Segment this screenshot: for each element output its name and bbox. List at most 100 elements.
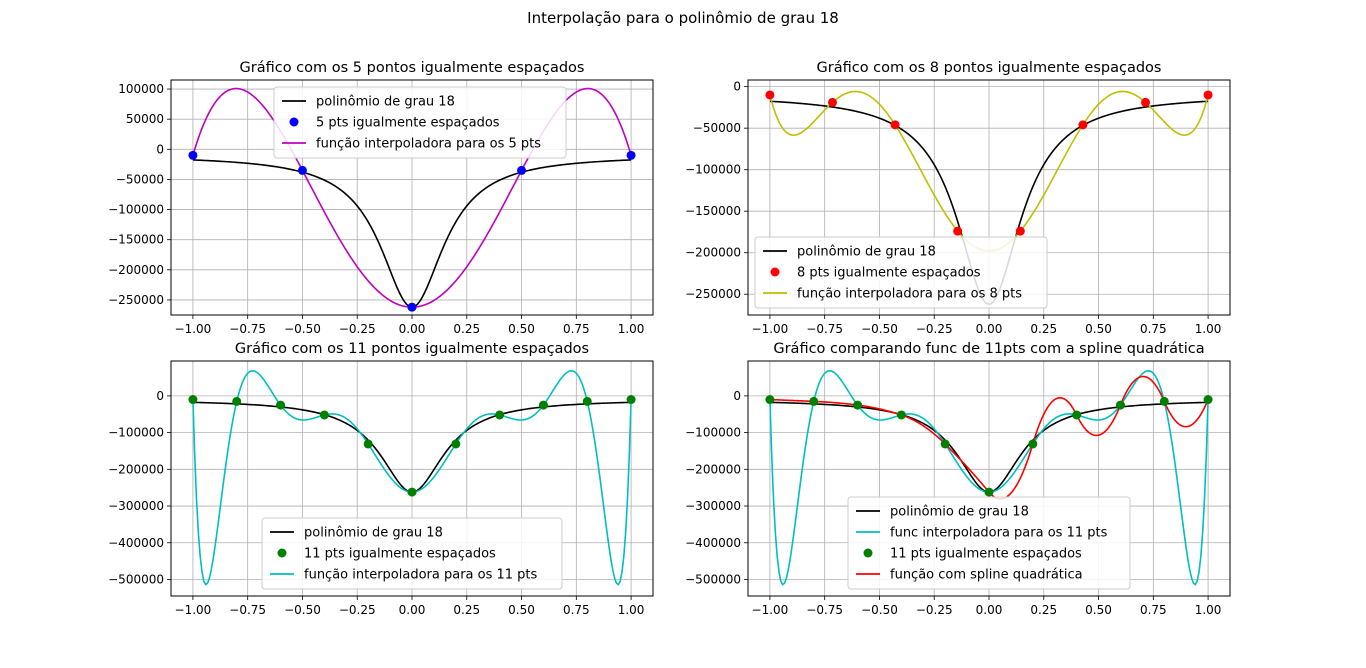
x-tick-label: 0.25 — [1030, 603, 1057, 617]
subplot-title: Gráfico com os 5 pontos igualmente espaç… — [240, 60, 585, 76]
x-tick-label: 0.25 — [453, 603, 480, 617]
y-tick-label: −300000 — [108, 499, 164, 513]
legend-frame — [261, 517, 563, 590]
y-tick-label: −300000 — [685, 499, 741, 513]
x-tick-label: 0.00 — [976, 603, 1003, 617]
data-point — [626, 150, 636, 160]
legend-label: polinômio de grau 18 — [304, 526, 443, 541]
data-point — [853, 400, 863, 410]
x-tick-label: −0.50 — [284, 603, 321, 617]
data-point — [538, 400, 548, 410]
axes-frame — [170, 360, 654, 597]
x-tick-label: −0.75 — [806, 322, 843, 336]
data-point — [765, 395, 775, 405]
x-tick-label: 0.50 — [1085, 322, 1112, 336]
data-point — [188, 150, 198, 160]
x-tick-label: −1.00 — [752, 603, 789, 617]
x-tick-label: −0.75 — [229, 322, 266, 336]
data-point — [297, 165, 307, 175]
data-point — [495, 410, 505, 420]
y-tick-label: 0 — [156, 389, 164, 403]
x-tick-label: −0.75 — [806, 603, 843, 617]
data-point — [232, 396, 242, 406]
axes-frame — [747, 360, 1231, 597]
x-tick-label: 0.50 — [508, 603, 535, 617]
data-point — [582, 396, 592, 406]
legend-label: func interpoladora para os 11 pts — [890, 526, 1108, 541]
y-tick-label: 0 — [733, 80, 741, 94]
x-tick-label: 1.00 — [1195, 322, 1222, 336]
x-tick-label: 1.00 — [618, 603, 645, 617]
x-tick-label: −0.50 — [861, 603, 898, 617]
y-tick-label: −200000 — [108, 263, 164, 277]
x-tick-label: −1.00 — [175, 603, 212, 617]
legend-label: 8 pts igualmente espaçados — [797, 266, 981, 281]
x-tick-label: −0.25 — [339, 603, 376, 617]
legend-frame — [847, 496, 1131, 590]
y-tick-label: −200000 — [685, 246, 741, 260]
x-tick-label: −0.25 — [916, 603, 953, 617]
y-tick-label: −100000 — [108, 426, 164, 440]
data-point — [276, 400, 286, 410]
x-tick-label: −1.00 — [175, 322, 212, 336]
axes-frame — [170, 79, 654, 316]
legend-marker-swatch — [863, 548, 873, 558]
data-point — [517, 165, 527, 175]
data-point — [1159, 396, 1169, 406]
legend: polinômio de grau 18 5 pts igualmente esp… — [273, 86, 567, 159]
y-tick-label: −50000 — [116, 172, 164, 186]
y-tick-label: −100000 — [685, 163, 741, 177]
y-tick-label: −500000 — [685, 572, 741, 586]
legend-marker-swatch — [289, 117, 299, 127]
y-tick-label: −50000 — [693, 121, 741, 135]
data-point — [890, 120, 900, 130]
subplot-2: −1.00 −0.75 −0.50 −0.25 0.00 0.25 0.50 0.75 1.00… — [685, 60, 1231, 336]
y-tick-label: −150000 — [685, 204, 741, 218]
y-tick-label: −150000 — [108, 233, 164, 247]
data-point — [319, 410, 329, 420]
y-tick-label: −400000 — [108, 536, 164, 550]
x-tick-label: 1.00 — [618, 322, 645, 336]
legend: polinômio de grau 18 func interpoladora p… — [847, 496, 1131, 590]
data-point — [1203, 90, 1213, 100]
data-point — [1203, 395, 1213, 405]
y-tick-label: −100000 — [108, 203, 164, 217]
data-point — [1028, 439, 1038, 449]
data-point — [626, 395, 636, 405]
y-tick-label: 50000 — [126, 112, 164, 126]
x-tick-label: 0.25 — [1030, 322, 1057, 336]
y-tick-label: 0 — [733, 389, 741, 403]
x-tick-label: 0.00 — [399, 603, 426, 617]
legend-frame — [754, 236, 1048, 309]
legend-label: polinômio de grau 18 — [797, 245, 936, 260]
subplot-4: −1.00 −0.75 −0.50 −0.25 0.00 0.25 0.50 0.75 1.00… — [685, 341, 1231, 617]
plot-area — [765, 369, 1213, 586]
legend-marker-swatch — [277, 548, 287, 558]
data-point — [765, 90, 775, 100]
subplot-title: Gráfico comparando func de 11pts com a s… — [773, 341, 1204, 357]
data-point — [1015, 226, 1025, 236]
x-tick-label: 0.75 — [1140, 603, 1167, 617]
y-tick-label: 100000 — [118, 82, 164, 96]
legend-frame — [273, 86, 567, 159]
data-point — [828, 97, 838, 107]
x-tick-label: −0.50 — [861, 322, 898, 336]
data-point — [984, 487, 994, 497]
y-tick-label: −200000 — [108, 462, 164, 476]
legend-label: função com spline quadrática — [890, 568, 1083, 583]
x-tick-label: 0.50 — [1085, 603, 1112, 617]
x-tick-label: −0.50 — [284, 322, 321, 336]
data-point — [940, 439, 950, 449]
y-tick-label: −500000 — [108, 572, 164, 586]
legend-label: 5 pts igualmente espaçados — [316, 116, 500, 131]
x-tick-label: 0.50 — [508, 322, 535, 336]
data-point — [1078, 120, 1088, 130]
data-point — [953, 226, 963, 236]
subplot-title: Gráfico com os 8 pontos igualmente espaç… — [817, 60, 1162, 76]
x-tick-label: 0.25 — [453, 322, 480, 336]
x-tick-label: 0.75 — [563, 603, 590, 617]
data-point — [407, 487, 417, 497]
x-tick-label: 0.75 — [1140, 322, 1167, 336]
legend-label: 11 pts igualmente espaçados — [304, 547, 496, 562]
